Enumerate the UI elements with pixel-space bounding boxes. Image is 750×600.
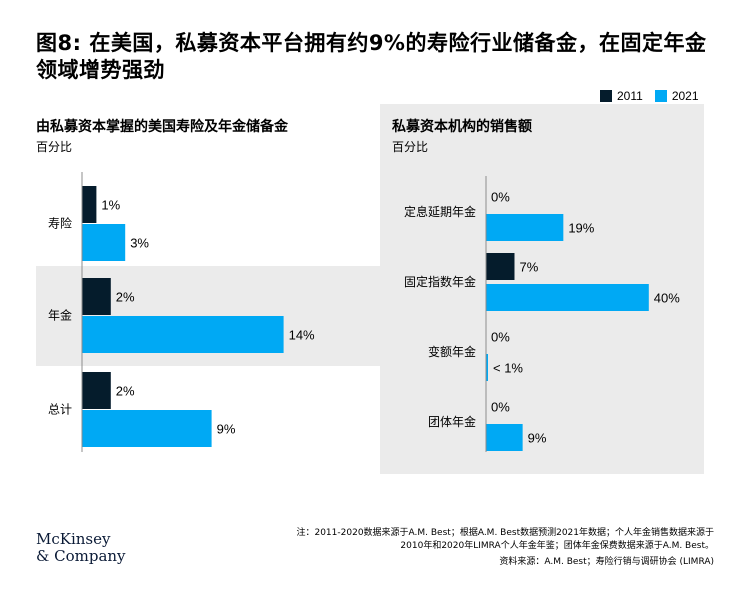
left-bar-2011-2 [82,372,111,409]
legend: 2011 2021 [600,88,711,104]
right-data-label-2011-3: 0% [491,400,510,415]
legend-label-2021: 2021 [671,89,699,103]
right-bar-2011-1 [486,253,515,280]
right-data-label-2011-1: 7% [519,260,538,275]
right-category-label-2: 变额年金 [428,344,476,359]
left-data-label-2011-2: 2% [116,384,135,399]
right-data-label-2021-1: 40% [654,291,680,306]
left-bar-2011-0 [82,186,97,223]
right-bar-2021-2 [486,354,488,381]
legend-item-2011: 2011 [600,89,643,103]
right-data-label-2011-2: 0% [491,330,510,345]
right-category-label-0: 定息延期年金 [404,204,476,219]
right-data-label-2021-0: 19% [568,221,594,236]
left-bar-2021-2 [82,410,212,447]
legend-item-2021: 2021 [654,89,699,103]
legend-swatch-2011 [600,90,612,102]
right-category-label-3: 团体年金 [428,414,476,429]
right-chart-unit: 百分比 [392,140,429,154]
left-data-label-2021-2: 9% [217,422,236,437]
left-bar-2021-0 [82,224,126,261]
left-data-label-2021-0: 3% [130,236,149,251]
page-title: 图8: 在美国，私募资本平台拥有约9%的寿险行业储备金，在固定年金领域增势强劲 [36,31,707,82]
right-bar-2021-1 [486,284,649,311]
left-chart-title: 由私募资本掌握的美国寿险及年金储备金 [36,119,288,135]
right-bar-2021-3 [486,424,523,451]
right-data-label-2021-2: < 1% [493,361,523,376]
legend-label-2011: 2011 [617,89,643,103]
footnote-note-line1: 注：2011-2020数据来源于A.M. Best；根据A.M. Best数据预… [296,528,714,538]
right-data-label-2011-0: 0% [491,190,510,205]
footnote-note: 注：2011-2020数据来源于A.M. Best；根据A.M. Best数据预… [296,527,714,553]
left-data-label-2011-0: 1% [101,198,120,213]
left-bar-2021-1 [82,316,284,353]
left-chart-unit: 百分比 [36,140,73,154]
right-chart-title: 私募资本机构的销售额 [392,119,532,135]
left-category-label-0: 寿险 [48,216,72,231]
left-category-label-2: 总计 [48,403,72,417]
mckinsey-logo: McKinsey & Company [36,531,126,565]
left-category-label-1: 年金 [48,308,72,323]
footnote-note-line2: 2010年和2020年LIMRA个人年金年鉴；团体年金保费数据来源于A.M. B… [400,541,714,551]
right-data-label-2021-3: 9% [528,431,547,446]
logo-line1: McKinsey [36,530,111,548]
footnote-source: 资料来源：A.M. Best；寿险行销与调研协会 (LIMRA) [499,557,714,567]
right-category-label-1: 固定指数年金 [404,274,476,289]
left-data-label-2011-1: 2% [116,290,135,305]
logo-line2: & Company [36,547,126,565]
legend-swatch-2021 [654,90,667,102]
left-data-label-2021-1: 14% [289,328,315,343]
right-bar-2021-0 [486,214,564,241]
left-bar-2011-1 [82,278,111,315]
